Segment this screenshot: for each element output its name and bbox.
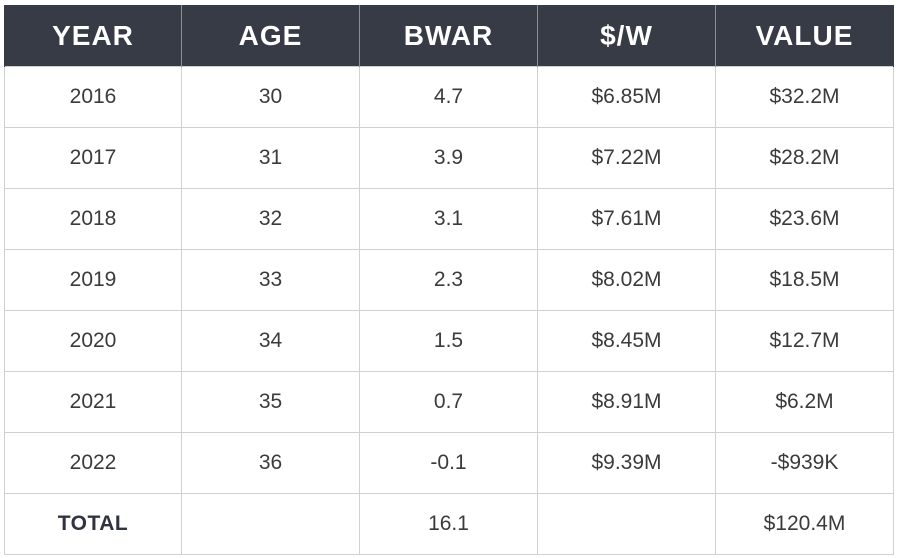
cell-year: 2022 xyxy=(4,432,182,494)
header-dollars-per-win: $/W xyxy=(537,5,716,67)
cell-age: 36 xyxy=(181,432,360,494)
table-body: 2016 30 4.7 $6.85M $32.2M 2017 31 3.9 $7… xyxy=(4,66,894,555)
cell-age: 32 xyxy=(181,188,360,250)
cell-value: $23.6M xyxy=(715,188,894,250)
cell-dollars-per-win: $7.61M xyxy=(537,188,716,250)
cell-dollars-per-win: $9.39M xyxy=(537,432,716,494)
cell-value: $12.7M xyxy=(715,310,894,372)
cell-value: $28.2M xyxy=(715,127,894,189)
cell-age: 35 xyxy=(181,371,360,433)
header-year: YEAR xyxy=(4,5,182,67)
cell-value: $18.5M xyxy=(715,249,894,311)
cell-dollars-per-win: $8.45M xyxy=(537,310,716,372)
total-value: $120.4M xyxy=(715,493,894,555)
cell-value: $32.2M xyxy=(715,66,894,128)
total-bwar: 16.1 xyxy=(359,493,538,555)
cell-year: 2020 xyxy=(4,310,182,372)
cell-value: $6.2M xyxy=(715,371,894,433)
cell-bwar: 3.1 xyxy=(359,188,538,250)
cell-bwar: 0.7 xyxy=(359,371,538,433)
total-row: TOTAL 16.1 $120.4M xyxy=(4,493,894,555)
contract-value-table: YEAR AGE BWAR $/W VALUE 2016 30 4.7 $6.8… xyxy=(4,5,894,555)
table-row: 2021 35 0.7 $8.91M $6.2M xyxy=(4,371,894,433)
cell-dollars-per-win: $8.02M xyxy=(537,249,716,311)
total-age xyxy=(181,493,360,555)
cell-year: 2021 xyxy=(4,371,182,433)
cell-bwar: 4.7 xyxy=(359,66,538,128)
cell-bwar: 3.9 xyxy=(359,127,538,189)
cell-age: 30 xyxy=(181,66,360,128)
header-bwar: BWAR xyxy=(359,5,538,67)
header-value: VALUE xyxy=(715,5,894,67)
cell-age: 34 xyxy=(181,310,360,372)
header-age: AGE xyxy=(181,5,360,67)
cell-dollars-per-win: $7.22M xyxy=(537,127,716,189)
table-row: 2020 34 1.5 $8.45M $12.7M xyxy=(4,310,894,372)
cell-bwar: 2.3 xyxy=(359,249,538,311)
header-row: YEAR AGE BWAR $/W VALUE xyxy=(4,5,894,67)
cell-year: 2017 xyxy=(4,127,182,189)
cell-year: 2016 xyxy=(4,66,182,128)
total-label: TOTAL xyxy=(4,493,182,555)
total-dollars-per-win xyxy=(537,493,716,555)
table-row: 2022 36 -0.1 $9.39M -$939K xyxy=(4,432,894,494)
table-row: 2019 33 2.3 $8.02M $18.5M xyxy=(4,249,894,311)
table-row: 2016 30 4.7 $6.85M $32.2M xyxy=(4,66,894,128)
cell-dollars-per-win: $6.85M xyxy=(537,66,716,128)
table-row: 2017 31 3.9 $7.22M $28.2M xyxy=(4,127,894,189)
contract-value-table-container: YEAR AGE BWAR $/W VALUE 2016 30 4.7 $6.8… xyxy=(4,5,894,555)
cell-age: 31 xyxy=(181,127,360,189)
cell-year: 2019 xyxy=(4,249,182,311)
table-header: YEAR AGE BWAR $/W VALUE xyxy=(4,5,894,67)
cell-year: 2018 xyxy=(4,188,182,250)
cell-age: 33 xyxy=(181,249,360,311)
cell-value: -$939K xyxy=(715,432,894,494)
cell-bwar: -0.1 xyxy=(359,432,538,494)
cell-bwar: 1.5 xyxy=(359,310,538,372)
cell-dollars-per-win: $8.91M xyxy=(537,371,716,433)
table-row: 2018 32 3.1 $7.61M $23.6M xyxy=(4,188,894,250)
